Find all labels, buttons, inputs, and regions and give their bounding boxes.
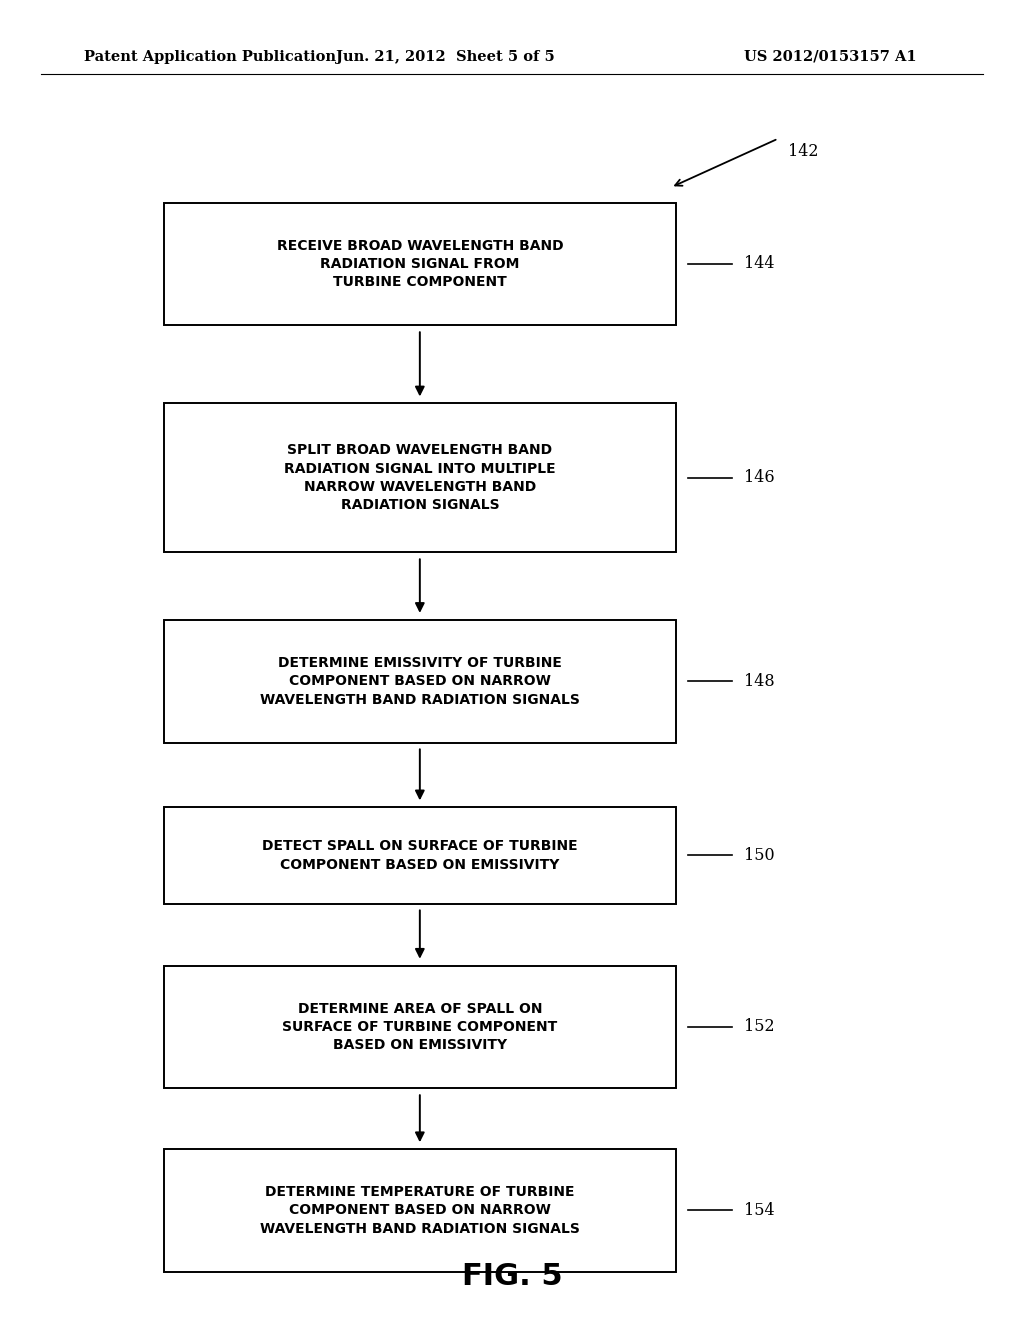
Text: 152: 152 <box>744 1019 775 1035</box>
Text: Patent Application Publication: Patent Application Publication <box>84 50 336 63</box>
Text: Jun. 21, 2012  Sheet 5 of 5: Jun. 21, 2012 Sheet 5 of 5 <box>336 50 555 63</box>
Text: DETERMINE TEMPERATURE OF TURBINE
COMPONENT BASED ON NARROW
WAVELENGTH BAND RADIA: DETERMINE TEMPERATURE OF TURBINE COMPONE… <box>260 1185 580 1236</box>
Text: 154: 154 <box>744 1203 775 1218</box>
Text: FIG. 5: FIG. 5 <box>462 1262 562 1291</box>
Text: 146: 146 <box>744 470 775 486</box>
FancyBboxPatch shape <box>164 202 676 325</box>
FancyBboxPatch shape <box>164 966 676 1088</box>
Text: RECEIVE BROAD WAVELENGTH BAND
RADIATION SIGNAL FROM
TURBINE COMPONENT: RECEIVE BROAD WAVELENGTH BAND RADIATION … <box>276 239 563 289</box>
Text: 144: 144 <box>744 256 775 272</box>
Text: US 2012/0153157 A1: US 2012/0153157 A1 <box>743 50 916 63</box>
FancyBboxPatch shape <box>164 620 676 742</box>
Text: SPLIT BROAD WAVELENGTH BAND
RADIATION SIGNAL INTO MULTIPLE
NARROW WAVELENGTH BAN: SPLIT BROAD WAVELENGTH BAND RADIATION SI… <box>284 444 556 512</box>
Text: DETERMINE EMISSIVITY OF TURBINE
COMPONENT BASED ON NARROW
WAVELENGTH BAND RADIAT: DETERMINE EMISSIVITY OF TURBINE COMPONEN… <box>260 656 580 706</box>
Text: DETECT SPALL ON SURFACE OF TURBINE
COMPONENT BASED ON EMISSIVITY: DETECT SPALL ON SURFACE OF TURBINE COMPO… <box>262 840 578 871</box>
FancyBboxPatch shape <box>164 807 676 903</box>
Text: 148: 148 <box>744 673 775 689</box>
Text: DETERMINE AREA OF SPALL ON
SURFACE OF TURBINE COMPONENT
BASED ON EMISSIVITY: DETERMINE AREA OF SPALL ON SURFACE OF TU… <box>283 1002 557 1052</box>
Text: 150: 150 <box>744 847 775 863</box>
Text: 142: 142 <box>788 144 819 160</box>
FancyBboxPatch shape <box>164 1148 676 1272</box>
FancyBboxPatch shape <box>164 404 676 552</box>
